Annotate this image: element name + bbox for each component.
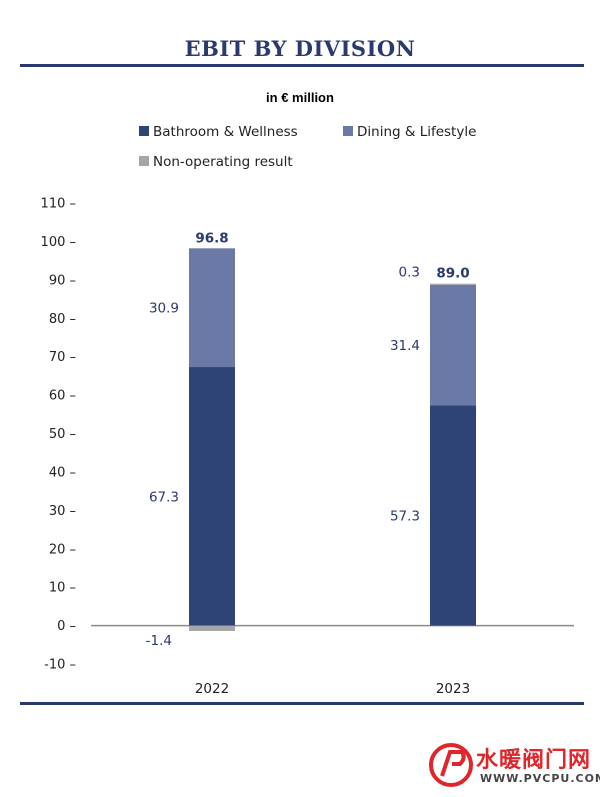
legend-item-bathroom: Bathroom & Wellness	[139, 124, 298, 140]
y-tick-label: -10 –	[44, 658, 76, 673]
unit-label: in € million	[266, 90, 334, 105]
legend-swatch-nonop	[139, 156, 149, 166]
legend-swatch-bathroom	[139, 126, 149, 136]
watermark-text: 水暖阀门网	[476, 748, 592, 773]
legend-label-dining: Dining & Lifestyle	[357, 124, 477, 140]
legend-swatch-dining	[343, 126, 353, 136]
value-label-bathroom-2022: 67.3	[149, 489, 179, 505]
value-label-nonop-2023: 0.3	[399, 265, 420, 281]
y-tick-label: 60 –	[49, 389, 76, 404]
y-tick-label: 20 –	[49, 542, 76, 557]
bar-bathroom-2023	[430, 405, 476, 626]
bar-bathroom-2022	[189, 367, 235, 626]
legend-label-bathroom: Bathroom & Wellness	[153, 124, 298, 140]
bar-nonop-2023	[430, 283, 476, 285]
y-tick-label: 0 –	[57, 619, 76, 634]
y-tick-label: 70 –	[49, 350, 76, 365]
y-tick-label: 50 –	[49, 427, 76, 442]
legend-item-dining: Dining & Lifestyle	[343, 124, 476, 140]
y-tick-label: 30 –	[49, 504, 76, 519]
watermark-url: WWW.PVCPU.COM	[480, 772, 600, 785]
y-tick-label: 10 –	[49, 581, 76, 596]
watermark-logo-icon	[429, 743, 473, 787]
value-label-bathroom-2023: 57.3	[390, 509, 420, 525]
bottom-rule	[20, 702, 584, 705]
y-tick-label: 110 –	[41, 197, 76, 212]
total-label-2023: 89.0	[436, 266, 469, 282]
bar-dining-2022	[189, 248, 235, 368]
x-tick-label-2023: 2023	[436, 681, 470, 697]
watermark: 水暖阀门网 WWW.PVCPU.COM	[428, 740, 600, 794]
legend-item-nonop: Non-operating result	[139, 154, 293, 170]
title-rule	[20, 64, 584, 67]
y-tick-label: 40 –	[49, 465, 76, 480]
y-tick-label: 80 –	[49, 312, 76, 327]
total-label-2022: 96.8	[195, 230, 228, 246]
chart-title: EBIT BY DIVISION	[184, 36, 416, 61]
y-tick-label: 100 –	[41, 235, 76, 250]
x-tick-label-2022: 2022	[195, 681, 229, 697]
value-label-dining-2023: 31.4	[390, 338, 420, 354]
y-tick-label: 90 –	[49, 273, 76, 288]
bar-dining-2023	[430, 284, 476, 406]
bar-nonop-2022	[189, 625, 235, 631]
value-label-nonop-2022: -1.4	[146, 633, 172, 649]
legend-label-nonop: Non-operating result	[153, 154, 293, 170]
value-label-dining-2022: 30.9	[149, 301, 179, 317]
